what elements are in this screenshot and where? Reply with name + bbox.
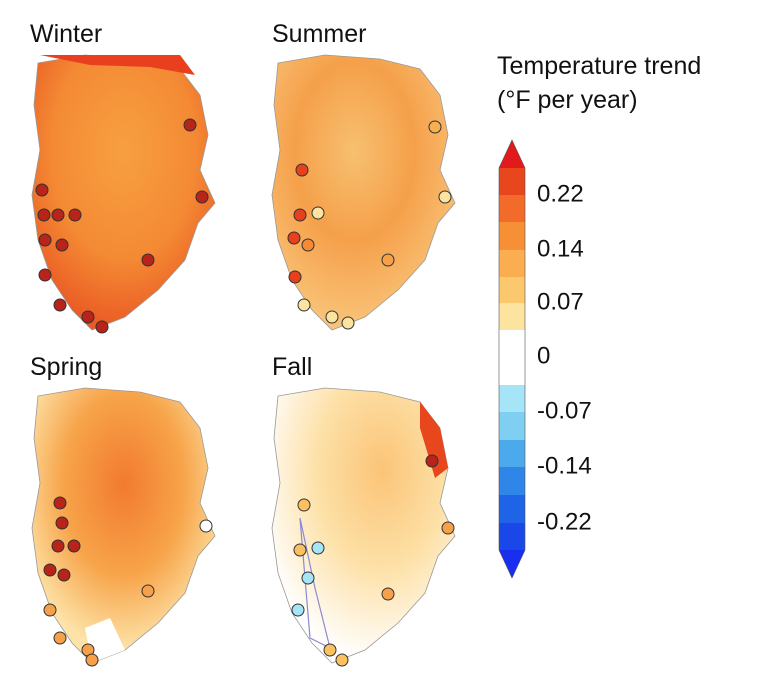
colorbar-tick-label: 0.22: [537, 180, 584, 207]
panel-title: Winter: [30, 20, 102, 48]
map-summer: [271, 54, 456, 331]
colorbar-ticks: 0.22 0.14 0.07 0 -0.07 -0.14 -0.22: [537, 180, 592, 535]
colorbar-tick-label: 0.07: [537, 288, 584, 315]
legend-title: (°F per year): [497, 86, 638, 114]
map-fall: [271, 387, 456, 667]
colorbar-tick-label: 0: [537, 342, 550, 369]
colorbar-tick-label: 0.14: [537, 235, 584, 262]
colorbar-tick-label: -0.14: [537, 452, 592, 479]
map-winter: [31, 54, 216, 334]
panel-title: Summer: [272, 20, 366, 48]
colorbar-tick-label: -0.07: [537, 397, 592, 424]
colorbar-tick-label: -0.22: [537, 508, 592, 535]
map-spring: [31, 387, 216, 667]
colorbar: [498, 139, 526, 579]
panel-title: Spring: [30, 353, 102, 381]
panel-title: Fall: [272, 353, 312, 381]
legend-title: Temperature trend: [497, 52, 701, 80]
